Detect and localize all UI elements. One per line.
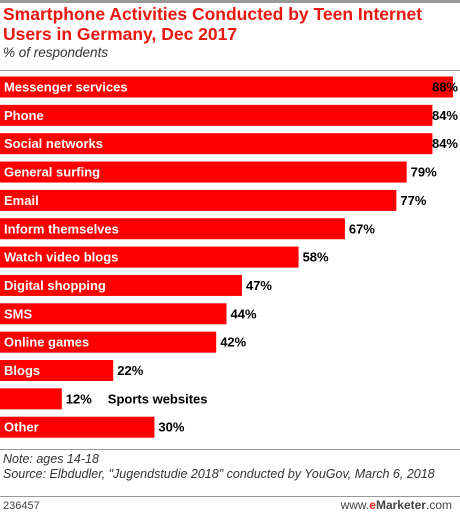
brand-e: e: [369, 498, 376, 512]
value-label: 12%: [66, 391, 92, 406]
value-label: 42%: [220, 335, 246, 350]
notes-divider: [0, 449, 460, 450]
top-rule: [0, 0, 460, 3]
chart-subtitle: % of respondents: [3, 45, 109, 60]
value-label: 30%: [158, 420, 184, 435]
category-label: Sports websites: [108, 391, 208, 406]
bar: [0, 274, 242, 296]
category-label: Blogs: [4, 363, 40, 378]
category-label: Phone: [4, 108, 44, 123]
bar: [0, 76, 453, 98]
value-label: 77%: [400, 193, 426, 208]
category-label: Email: [4, 193, 39, 208]
brand-prefix: www.: [340, 498, 370, 512]
category-label: SMS: [4, 306, 33, 321]
value-label: 22%: [117, 363, 143, 378]
notes-block: Note: ages 14-18 Source: Elbdudler, "Jug…: [3, 452, 453, 482]
chart-source: Source: Elbdudler, "Jugendstudie 2018" c…: [3, 467, 435, 481]
value-label: 47%: [246, 278, 272, 293]
chart-title: Smartphone Activities Conducted by Teen …: [3, 4, 423, 44]
category-label: Watch video blogs: [4, 250, 118, 265]
chart-note: Note: ages 14-18: [3, 452, 99, 466]
category-label: Messenger services: [4, 80, 128, 95]
category-label: Online games: [4, 335, 89, 350]
bar: [0, 161, 407, 183]
bar: [0, 133, 433, 155]
category-label: General surfing: [4, 165, 100, 180]
bar: [0, 104, 433, 126]
value-label: 67%: [349, 221, 375, 236]
bar: [0, 246, 299, 268]
bar: [0, 189, 397, 211]
footer-divider: [0, 496, 460, 497]
value-label: 84%: [432, 136, 458, 151]
category-label: Digital shopping: [4, 278, 106, 293]
bar: [0, 388, 62, 410]
bar: [0, 331, 217, 353]
brand-suffix: .com: [425, 498, 452, 512]
value-label: 84%: [432, 108, 458, 123]
bar: [0, 218, 345, 240]
category-label: Inform themselves: [4, 221, 119, 236]
header-divider: [0, 70, 460, 71]
category-label: Other: [4, 420, 39, 435]
chart-id: 236457: [3, 500, 40, 512]
value-label: 58%: [303, 250, 329, 265]
value-label: 44%: [231, 306, 257, 321]
bar-chart: Messenger services 88% Phone 84% Social netw…: [0, 76, 458, 438]
category-label: Social networks: [4, 136, 103, 151]
value-label: 79%: [411, 165, 437, 180]
bar: [0, 360, 114, 381]
bar: [0, 303, 227, 325]
brand-logo: www.eMarketer.com: [341, 498, 452, 512]
brand-rest: Marketer: [375, 498, 426, 512]
value-label: 88%: [432, 80, 458, 95]
bar: [0, 416, 155, 438]
